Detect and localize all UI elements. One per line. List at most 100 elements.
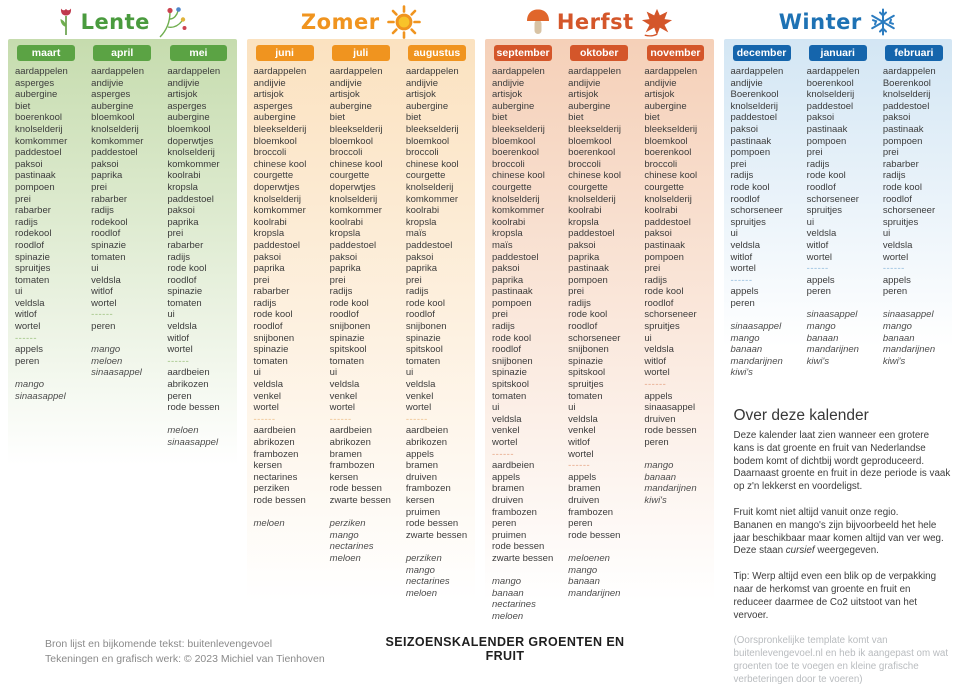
- vegetable-item: bleekselderij: [492, 123, 545, 135]
- fruit-item: rode bessen: [167, 402, 220, 414]
- vegetable-item: koolrabi: [405, 205, 440, 217]
- months-lente: maart aardappelen asperges aubergine biet boe…: [8, 39, 237, 449]
- vegetable-item: courgette: [405, 170, 446, 182]
- month-column-juni: juni aardappelen andijvie artisjok asperges a…: [247, 39, 323, 599]
- vegetable-item: wortel: [882, 251, 909, 263]
- month-column-februari: februari aardappelen Boerenkool knolselderi…: [876, 39, 952, 379]
- vegetable-item: koolrabi: [167, 170, 201, 182]
- vegetable-item: paprika: [167, 216, 199, 228]
- fruit-item: peren: [806, 286, 831, 298]
- vegetable-item: rode kool: [167, 263, 207, 275]
- vegetable-item: veldsla: [167, 321, 197, 333]
- season-panel-herfst: september aardappelen andijvie artisjok aube…: [485, 39, 714, 631]
- vegetable-item: ui: [806, 216, 815, 228]
- imported-fruit-item: mandarijnen: [730, 355, 783, 367]
- fruit-item: perziken: [253, 483, 290, 495]
- imported-fruit-item: meloen: [329, 552, 361, 564]
- vegetable-item: knolselderij: [568, 193, 616, 205]
- separator-dashes: ------: [253, 413, 276, 425]
- vegetable-item: spruitjes: [730, 216, 766, 228]
- vegetable-item: prei: [15, 193, 31, 205]
- vegetable-item: paprika: [329, 263, 361, 275]
- vegetable-item: spruitjes: [882, 216, 919, 228]
- vegetable-item: schorseneer: [806, 193, 859, 205]
- flower-sprig-icon: [157, 6, 187, 38]
- vegetable-item: andijvie: [253, 77, 286, 89]
- vegetable-item: koolrabi: [568, 205, 602, 217]
- vegetable-item: aardappelen: [568, 66, 621, 77]
- vegetable-item: rabarber: [167, 239, 204, 251]
- imported-fruit-item: nectarines: [329, 541, 374, 553]
- vegetable-item: prei: [253, 274, 270, 286]
- vegetable-item: rabarber: [91, 193, 128, 205]
- vegetable-item: kropsla: [492, 228, 523, 240]
- vegetable-item: veldsla: [730, 239, 761, 251]
- vegetable-item: artisjok: [644, 89, 675, 101]
- vegetable-item: andijvie: [730, 77, 763, 89]
- vegetable-item: roodlof: [730, 193, 760, 205]
- fruit-item: pruimen: [405, 506, 441, 518]
- vegetable-item: radijs: [644, 274, 668, 286]
- fruit-item: nectarines: [253, 471, 298, 483]
- vegetable-item: spinazie: [568, 355, 604, 367]
- vegetable-item: rode kool: [882, 181, 922, 193]
- vegetable-item: prei: [644, 263, 661, 275]
- fruit-item: frambozen: [492, 506, 537, 518]
- vegetable-item: kropsla: [167, 181, 198, 193]
- vegetable-item: artisjok: [253, 89, 284, 101]
- vegetable-item: wortel: [167, 344, 193, 356]
- imported-fruit-item: meloen: [405, 587, 438, 599]
- month-column-juli: juli aardappelen andijvie artisjok aubergine…: [323, 39, 399, 599]
- vegetable-item: spinazie: [329, 332, 365, 344]
- vegetable-item: snijbonen: [568, 344, 609, 356]
- vegetable-item: bleekselderij: [405, 123, 459, 135]
- vegetable-item: paksoi: [644, 228, 672, 240]
- vegetable-item: roodlof: [405, 309, 435, 321]
- vegetable-item: pompoen: [806, 135, 847, 147]
- fruit-item: frambozen: [329, 460, 375, 472]
- vegetable-item: doperwtjes: [329, 181, 376, 193]
- vegetable-item: courgette: [568, 181, 608, 193]
- fruit-item: peren: [568, 518, 593, 530]
- vegetable-item: aardappelen: [882, 66, 936, 77]
- fruit-item: abrikozen: [405, 437, 448, 448]
- imported-fruit-item: kiwi's: [806, 355, 830, 367]
- imported-fruit-item: mango: [568, 564, 598, 576]
- month-header-september: september: [494, 45, 552, 61]
- vegetable-item: roodlof: [167, 274, 197, 286]
- imported-fruit-item: mango: [806, 321, 836, 333]
- vegetable-item: bloemkool: [644, 135, 688, 147]
- imported-fruit-item: meloen: [91, 355, 123, 367]
- vegetable-item: koolrabi: [492, 216, 526, 228]
- vegetable-item: wortel: [806, 251, 833, 263]
- fruit-item: appels: [806, 274, 835, 286]
- vegetable-item: artisjok: [568, 89, 599, 101]
- vegetable-item: radijs: [15, 216, 38, 228]
- vegetable-item: rode kool: [730, 181, 770, 193]
- vegetable-item: pastinaak: [644, 239, 686, 251]
- vegetable-item: veldsla: [405, 379, 436, 391]
- vegetable-item: prei: [492, 309, 508, 321]
- vegetable-item: spruitjes: [568, 379, 604, 391]
- vegetable-item: witlof: [91, 286, 113, 298]
- vegetable-item: tomaten: [167, 297, 202, 309]
- imported-fruit-item: mandarijnen: [644, 483, 697, 495]
- vegetable-item: rodekool: [15, 228, 52, 240]
- imported-fruit-item: mango: [882, 321, 912, 333]
- fruit-item: bramen: [492, 483, 525, 495]
- fruit-item: rode bessen: [405, 518, 459, 530]
- vegetable-item: boerenkool: [644, 147, 692, 159]
- produce-list-juni: aardappelen andijvie artisjok asperges auber…: [248, 66, 322, 530]
- vegetable-item: bloemkool: [91, 112, 135, 124]
- produce-list-juli: aardappelen andijvie artisjok aubergine biet…: [324, 66, 398, 565]
- vegetable-item: asperges: [253, 100, 293, 112]
- vegetable-item: pastinaak: [492, 286, 533, 298]
- vegetable-item: chinese kool: [405, 158, 459, 170]
- vegetable-item: snijbonen: [329, 321, 371, 333]
- vegetable-item: paprika: [568, 251, 600, 263]
- imported-fruit-item: meloenen: [568, 552, 610, 564]
- credits: Bron lijst en bijkomende tekst: buitenle…: [45, 637, 325, 666]
- vegetable-item: komkommer: [253, 205, 306, 217]
- fruit-item: appels: [492, 471, 520, 483]
- mushroom-icon: [526, 8, 550, 36]
